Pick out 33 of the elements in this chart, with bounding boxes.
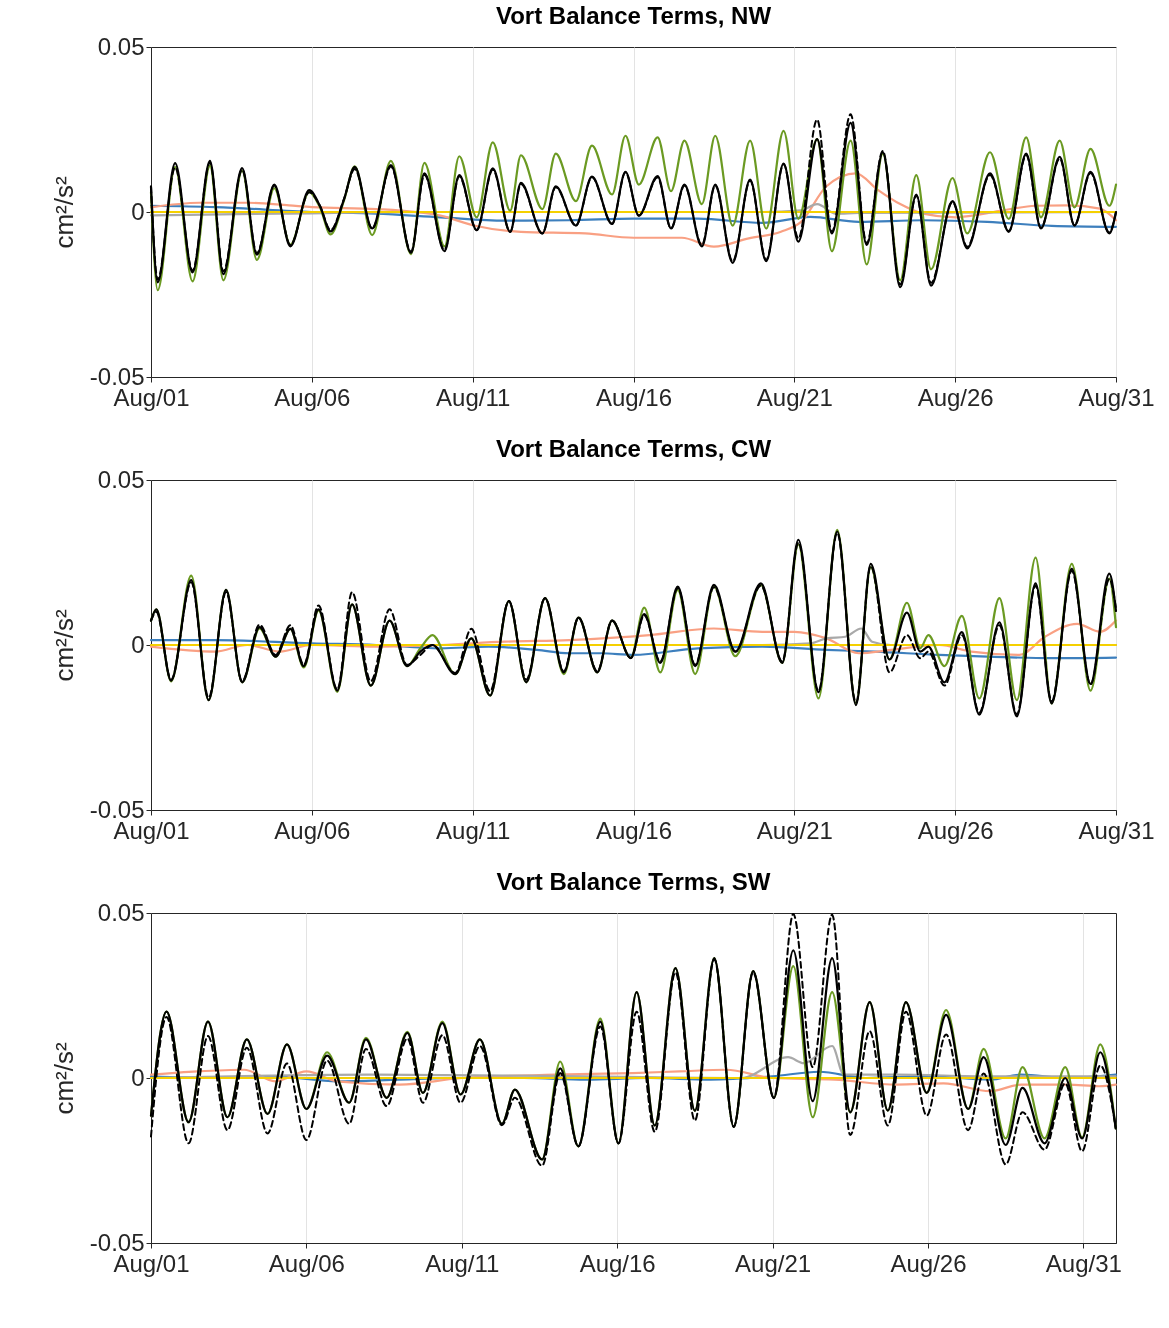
y-axis-title: cm²/s² (48, 176, 79, 249)
x-tick-label: Aug/21 (735, 1249, 812, 1277)
x-tick-label: Aug/11 (436, 816, 511, 844)
y-tick-label: 0 (131, 1063, 145, 1091)
y-tick-label: 0.05 (97, 32, 145, 60)
chart-title: Vort Balance Terms, NW (495, 2, 772, 29)
x-tick-label: Aug/21 (756, 383, 833, 411)
x-tick-label: Aug/11 (436, 383, 511, 411)
x-tick-label: Aug/31 (1045, 1249, 1122, 1277)
x-tick-label: Aug/31 (1078, 816, 1155, 844)
y-axis-title: cm²/s² (48, 1042, 79, 1115)
chart-title: Vort Balance Terms, CW (495, 435, 772, 462)
x-tick-label: Aug/06 (274, 816, 351, 844)
y-tick-label: -0.05 (89, 1228, 145, 1256)
y-axis-title: cm²/s² (48, 609, 79, 682)
x-tick-label: Aug/06 (274, 383, 351, 411)
y-tick-label: 0.05 (97, 465, 145, 493)
y-tick-label: -0.05 (89, 362, 145, 390)
x-tick-label: Aug/21 (756, 816, 833, 844)
x-tick-label: Aug/06 (268, 1249, 345, 1277)
x-tick-label: Aug/26 (890, 1249, 967, 1277)
x-tick-label: Aug/26 (917, 816, 994, 844)
y-tick-label: 0.05 (97, 898, 145, 926)
y-tick-label: -0.05 (89, 795, 145, 823)
x-tick-label: Aug/26 (917, 383, 994, 411)
x-tick-label: Aug/16 (595, 383, 673, 411)
chart-title: Vort Balance Terms, SW (496, 868, 771, 895)
y-tick-label: 0 (131, 630, 145, 658)
y-tick-label: 0 (131, 197, 145, 225)
x-tick-label: Aug/16 (595, 816, 673, 844)
x-tick-label: Aug/16 (579, 1249, 656, 1277)
x-tick-label: Aug/31 (1078, 383, 1155, 411)
x-tick-label: Aug/11 (425, 1249, 500, 1277)
